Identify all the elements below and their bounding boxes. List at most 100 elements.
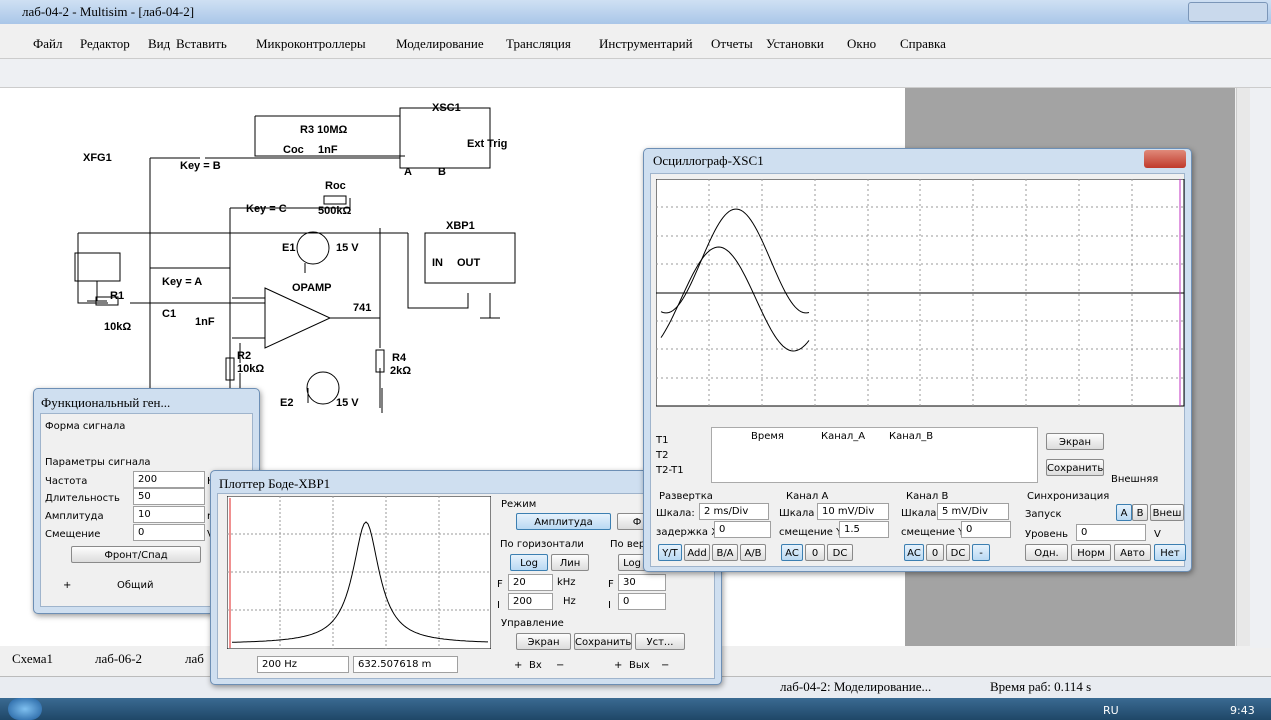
button[interactable]: B <box>1132 504 1148 521</box>
button[interactable]: AC <box>781 544 803 561</box>
button[interactable]: Уст... <box>635 633 685 650</box>
input-field[interactable]: 20 <box>508 574 553 591</box>
input-field[interactable]: 5 mV/Div <box>937 503 1009 520</box>
input-field[interactable]: 1.5 <box>839 521 889 538</box>
button[interactable]: Log <box>510 554 548 571</box>
input-field[interactable]: 632.507618 m <box>353 656 458 673</box>
input-field[interactable]: 200 Hz <box>257 656 349 673</box>
button[interactable]: Норм <box>1071 544 1111 561</box>
start-button[interactable] <box>8 698 42 720</box>
input-field[interactable]: 0 <box>961 521 1011 538</box>
text-label: Шкала <box>779 508 815 519</box>
button[interactable]: 0 <box>805 544 825 561</box>
menu-item[interactable]: Установки <box>766 36 824 51</box>
close-button[interactable] <box>1144 150 1186 168</box>
button[interactable]: A/B <box>740 544 766 561</box>
menu-item[interactable]: Микроконтроллеры <box>256 36 366 51</box>
button[interactable]: Амплитуда <box>516 513 611 530</box>
schematic-label: 1nF <box>318 144 338 156</box>
menu-item[interactable]: Вставить <box>176 36 227 51</box>
input-field[interactable]: 0 <box>714 521 771 538</box>
schematic-label: C1 <box>162 308 177 320</box>
button[interactable]: DC <box>827 544 853 561</box>
menu-item[interactable]: Схема1 <box>12 651 54 666</box>
button[interactable]: Log <box>618 554 646 571</box>
input-field[interactable]: 0 <box>1076 524 1146 541</box>
input-field[interactable]: 2 ms/Div <box>699 503 769 520</box>
menu-item[interactable]: Трансляция <box>506 36 571 51</box>
input-field[interactable]: 0 <box>133 524 205 541</box>
button[interactable]: Фронт/Спад <box>71 546 201 563</box>
taskbar-text: 9:43 <box>1230 704 1255 717</box>
button[interactable]: Экран <box>516 633 571 650</box>
button[interactable]: Сохранить <box>574 633 632 650</box>
button[interactable]: Одн. <box>1025 544 1068 561</box>
button[interactable]: Авто <box>1114 544 1151 561</box>
button[interactable]: - <box>972 544 990 561</box>
menu-item[interactable]: Отчеты <box>711 36 753 51</box>
text-label: V <box>1154 529 1161 540</box>
side-toolbar <box>1250 88 1271 648</box>
input-field[interactable]: 200 <box>508 593 553 610</box>
text-label: Развертка <box>659 491 713 502</box>
menu-item[interactable]: лаб-04-2 - Multisim - [лаб-04-2] <box>22 4 195 19</box>
button[interactable]: DC <box>946 544 970 561</box>
schematic-label: XFG1 <box>83 152 112 164</box>
button[interactable]: AC <box>904 544 924 561</box>
schematic-label: IN <box>432 257 443 269</box>
schematic-label: XBP1 <box>446 220 475 232</box>
window-controls[interactable] <box>1188 2 1268 22</box>
text-label: Вх <box>529 660 542 671</box>
input-field[interactable]: 50 <box>133 488 205 505</box>
text-label: Общий <box>117 580 154 591</box>
input-field[interactable]: 10 <box>133 506 205 523</box>
menu-item[interactable]: Инструментарий <box>599 36 693 51</box>
menu-item[interactable]: Плоттер Боде-XBP1 <box>219 476 331 491</box>
schematic-label: 1nF <box>195 316 215 328</box>
button[interactable]: B/A <box>712 544 738 561</box>
menu-item[interactable]: Справка <box>900 36 946 51</box>
schematic-label: 10kΩ <box>237 363 265 375</box>
oscilloscope-window: Осциллограф-XSC1 T1 T2 T2-T1 Время Канал_A Кан… <box>643 148 1192 572</box>
menu-item[interactable]: Вид <box>148 36 171 51</box>
button[interactable]: Внеш <box>1150 504 1184 521</box>
button[interactable]: A <box>1116 504 1132 521</box>
input-field[interactable]: 30 <box>618 574 666 591</box>
input-field[interactable]: 200 <box>133 471 205 488</box>
schematic-label: OPAMP <box>292 282 332 294</box>
menu-item[interactable]: лаб-06-2 <box>95 651 143 666</box>
schematic-label: Roc <box>325 180 346 192</box>
schematic-label: Key = B <box>180 160 221 172</box>
menu-item[interactable]: Время раб: 0.114 s <box>990 679 1092 694</box>
text-label: Шкала: <box>656 508 695 519</box>
bode-plotter-window: Плоттер Боде-XBP1 Режим Амплитуда Ф По гориз… <box>210 470 722 685</box>
scrollbar[interactable] <box>1236 88 1250 646</box>
button[interactable]: Лин <box>551 554 589 571</box>
button[interactable]: Y/T <box>658 544 682 561</box>
schematic-label: 500kΩ <box>318 205 352 217</box>
text-label: kHz <box>557 577 576 588</box>
menu-item[interactable]: Файл <box>33 36 63 51</box>
button[interactable]: 0 <box>926 544 944 561</box>
schematic-label: Ext Trig <box>467 138 508 150</box>
toolbar <box>0 58 1271 88</box>
menu-item[interactable]: лаб <box>185 651 204 666</box>
text-label: Параметры сигнала <box>45 457 151 468</box>
button[interactable]: Нет <box>1154 544 1186 561</box>
menu-item[interactable]: Моделирование <box>396 36 484 51</box>
input-field[interactable]: 0 <box>618 593 666 610</box>
text-label: T2 <box>656 450 669 461</box>
menu-item[interactable]: Редактор <box>80 36 130 51</box>
text-label: Амплитуда <box>45 511 104 522</box>
text-label: Синхронизация <box>1027 491 1110 502</box>
menu-item[interactable]: Функциональный ген... <box>41 395 171 410</box>
button[interactable]: Сохранить <box>1046 459 1104 476</box>
text-label: Канал А <box>786 491 829 502</box>
menu-item[interactable]: Осциллограф-XSC1 <box>653 153 764 168</box>
button[interactable]: Экран <box>1046 433 1104 450</box>
menu-item[interactable]: лаб-04-2: Моделирование... <box>780 679 932 694</box>
button[interactable]: Add <box>684 544 710 561</box>
input-field[interactable]: 10 mV/Div <box>817 503 889 520</box>
menu-item[interactable]: Окно <box>847 36 877 51</box>
